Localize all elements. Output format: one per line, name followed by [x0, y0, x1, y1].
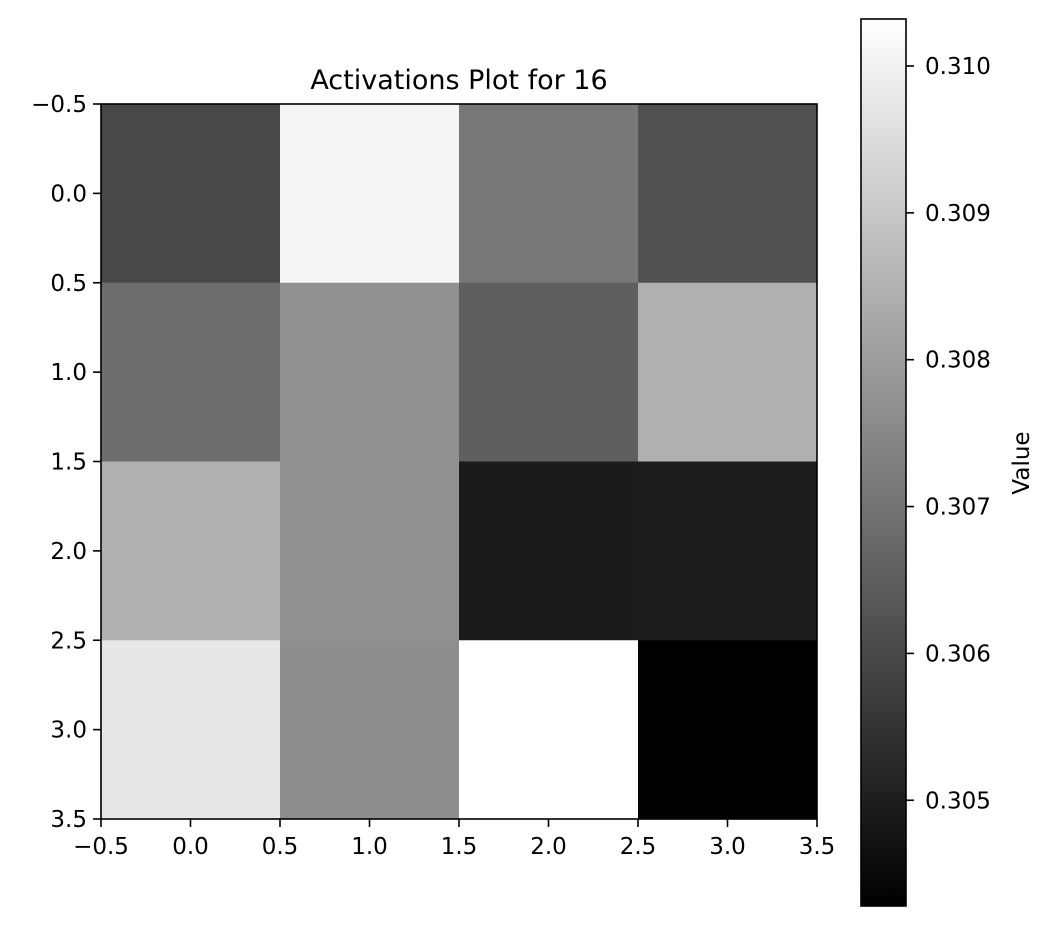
heatmap-cell-r2-c2	[459, 461, 639, 641]
y-tick-label: 2.5	[50, 628, 87, 654]
heatmap-cell-r3-c3	[638, 640, 818, 820]
colorbar-tick-label: 0.308	[925, 348, 991, 374]
x-tick-label: 0.5	[262, 834, 299, 860]
y-tick-label: 0.0	[50, 181, 87, 207]
heatmap-cell-r1-c3	[638, 282, 818, 462]
y-tick-label: 3.0	[50, 718, 87, 744]
y-tick-label: 3.5	[50, 807, 87, 833]
x-tick-label: 2.5	[620, 834, 657, 860]
colorbar-ticks: 0.305 0.306 0.307 0.308 0.309 0.310	[906, 54, 991, 814]
heatmap-cell-r1-c1	[280, 282, 460, 462]
x-axis-ticks: −0.5 0.0 0.5 1.0 1.5 2.0 2.5 3.0 3.5	[73, 819, 835, 860]
x-tick-label: 3.0	[709, 834, 746, 860]
heatmap-cell-r0-c0	[101, 104, 281, 284]
x-tick-label: 1.0	[351, 834, 388, 860]
heatmap-cell-r0-c2	[459, 104, 639, 284]
x-tick-label: 2.0	[530, 834, 567, 860]
heatmap-cell-r3-c2	[459, 640, 639, 820]
colorbar-tick-label: 0.305	[925, 788, 991, 814]
heatmap-cell-r2-c3	[638, 461, 818, 641]
y-tick-label: −0.5	[31, 92, 87, 118]
x-tick-label: 1.5	[441, 834, 478, 860]
heatmap-cell-r1-c2	[459, 282, 639, 462]
x-tick-label: −0.5	[73, 834, 129, 860]
colorbar-label: Value	[1009, 431, 1035, 494]
heatmap-cell-r2-c0	[101, 461, 281, 641]
x-tick-label: 0.0	[172, 834, 209, 860]
heatmap-cell-r0-c3	[638, 104, 818, 284]
colorbar-tick-label: 0.307	[925, 495, 991, 521]
colorbar-tick-label: 0.306	[925, 641, 991, 667]
heatmap-cell-r2-c1	[280, 461, 460, 641]
colorbar-tick-label: 0.310	[925, 54, 991, 80]
y-tick-label: 1.0	[50, 360, 87, 386]
heatmap-cell-r0-c1	[280, 104, 460, 284]
chart-title: Activations Plot for 16	[310, 65, 607, 96]
heatmap-cell-r3-c0	[101, 640, 281, 820]
heatmap-cells	[101, 104, 818, 820]
colorbar-frame	[860, 18, 907, 907]
y-axis-ticks: −0.5 0.0 0.5 1.0 1.5 2.0 2.5 3.0 3.5	[31, 92, 101, 833]
x-tick-label: 3.5	[799, 834, 836, 860]
colorbar-tick-label: 0.309	[925, 201, 991, 227]
y-tick-label: 2.0	[50, 539, 87, 565]
heatmap-cell-r3-c1	[280, 640, 460, 820]
colorbar-gradient	[861, 19, 906, 906]
y-tick-label: 1.5	[50, 450, 87, 476]
y-tick-label: 0.5	[50, 271, 87, 297]
heatmap-cell-r1-c0	[101, 282, 281, 462]
